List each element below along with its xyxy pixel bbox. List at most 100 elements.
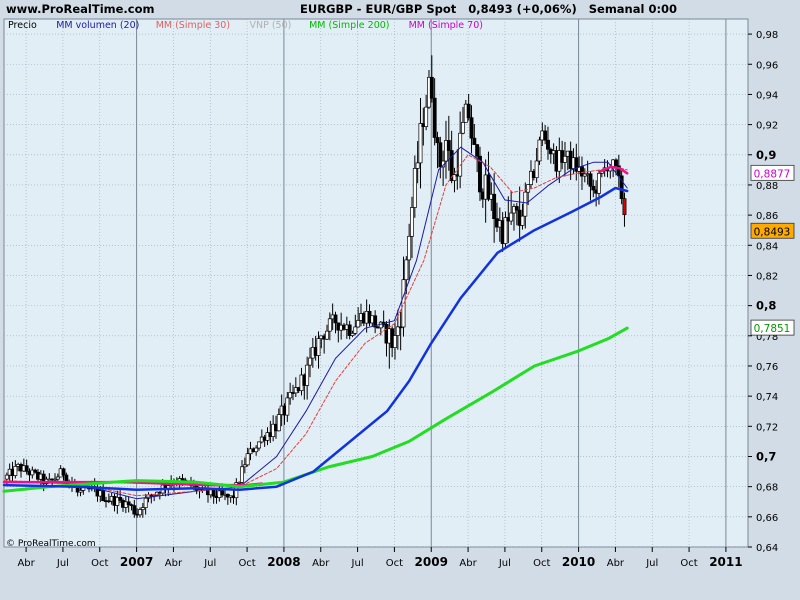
candle — [350, 330, 355, 338]
candle-body — [466, 103, 471, 119]
candle — [13, 460, 18, 479]
candle — [325, 324, 329, 340]
price-label-box — [750, 164, 795, 181]
candle-body — [33, 469, 38, 473]
candle-body — [55, 476, 60, 480]
candle-body — [503, 217, 508, 244]
x-tick-label: Oct — [533, 558, 550, 569]
candle-body — [588, 173, 593, 187]
header-bar: www.ProRealTime.com EURGBP - EUR/GBP Spo… — [0, 0, 800, 17]
y-tick-label: 0,84 — [756, 241, 778, 252]
candle — [503, 211, 508, 249]
candle-body — [469, 117, 474, 139]
y-tick-label: 0,92 — [756, 121, 778, 132]
y-tick-label: 0,94 — [756, 90, 778, 101]
legend: Precio MM volumen (20) MM (Simple 30) VNP (… — [8, 20, 483, 31]
candle — [308, 347, 312, 378]
price-label-box — [750, 222, 795, 239]
candle — [412, 155, 417, 218]
candle — [616, 154, 621, 188]
candle-body — [520, 215, 525, 226]
site-name[interactable]: www.ProRealTime.com — [6, 2, 155, 16]
candle-body — [347, 324, 352, 336]
candle-body — [449, 150, 454, 181]
candle-body — [211, 488, 216, 497]
candle — [543, 124, 548, 145]
candle-body — [118, 497, 123, 501]
candle — [393, 322, 397, 360]
x-tick-label: Abr — [17, 558, 35, 569]
candle-body — [129, 504, 134, 507]
candle — [53, 473, 57, 482]
candle-body — [412, 168, 417, 208]
y-tick-label: 0,64 — [756, 543, 778, 554]
candle — [588, 171, 593, 201]
indicator-lines — [2, 146, 629, 500]
candle — [574, 143, 579, 181]
candle-body — [180, 478, 185, 481]
y-tick-label: 0,7 — [756, 449, 776, 463]
candle-body — [373, 315, 378, 328]
candle-body — [285, 397, 290, 416]
candle — [546, 126, 550, 160]
y-tick-label: 0,88 — [756, 181, 778, 192]
candle-body — [138, 509, 142, 516]
candle-body — [356, 320, 361, 328]
x-tick-label: 2010 — [562, 555, 595, 569]
candle-body — [526, 184, 531, 193]
candle-body — [325, 330, 329, 340]
candle — [438, 136, 443, 179]
x-tick-label: 2008 — [267, 555, 300, 569]
x-tick-label: 2011 — [709, 555, 742, 569]
y-tick-label: 0,74 — [756, 392, 778, 403]
x-tick-label: Jul — [498, 558, 511, 569]
candle-body — [353, 326, 358, 334]
candle-body — [288, 392, 293, 399]
candle — [591, 179, 596, 198]
candle — [537, 136, 542, 166]
candle — [132, 499, 137, 518]
candle-body — [438, 142, 443, 168]
candle — [415, 141, 420, 184]
candle-body — [523, 191, 528, 217]
candle-body — [446, 140, 451, 151]
x-tick-label: Oct — [680, 558, 697, 569]
candle — [305, 356, 310, 400]
candle-body — [240, 466, 244, 483]
candle-body — [257, 441, 261, 449]
candle — [514, 202, 519, 226]
candle-body — [4, 474, 9, 480]
x-axis: Abr Jul Oct 2007 Abr Jul Oct 2008 Abr Jul Oct 2009 A… — [17, 547, 743, 569]
candle-body — [563, 155, 567, 163]
candle-body — [245, 453, 250, 466]
candle — [492, 173, 497, 243]
candle-body — [327, 318, 332, 332]
candle-body — [429, 76, 434, 99]
candle-body — [597, 172, 601, 194]
candle — [520, 203, 525, 230]
candle-body — [242, 464, 247, 468]
candle-body — [407, 235, 412, 261]
candle — [472, 124, 477, 145]
candle — [534, 147, 539, 183]
candle — [138, 507, 142, 518]
x-tick-label: 2009 — [415, 555, 448, 569]
candle-body — [537, 139, 542, 162]
candle-body — [591, 185, 596, 191]
candle-body — [458, 132, 463, 177]
candle-body — [305, 364, 310, 386]
candle-body — [509, 212, 514, 222]
candle — [373, 310, 378, 334]
candle — [446, 115, 451, 171]
candle — [509, 190, 514, 225]
candle — [432, 78, 437, 146]
candle-body — [616, 165, 621, 177]
candle — [619, 170, 624, 205]
candle — [316, 331, 321, 369]
legend-item: VNP (50) — [250, 20, 292, 31]
plot-area — [3, 18, 749, 548]
candle-body — [486, 174, 491, 200]
candle — [254, 445, 259, 456]
instrument-name: EURGBP - EUR/GBP Spot — [300, 2, 457, 16]
